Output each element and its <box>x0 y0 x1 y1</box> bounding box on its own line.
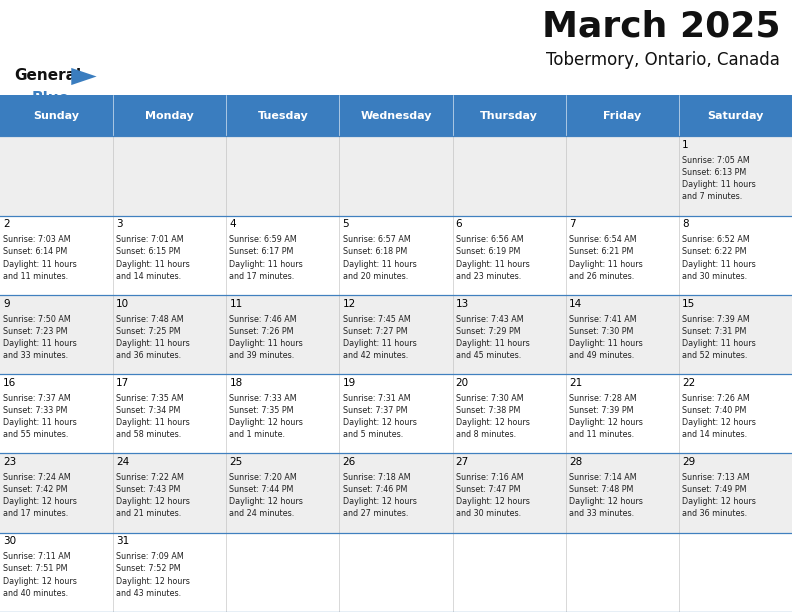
Text: Sunrise: 7:16 AM
Sunset: 7:47 PM
Daylight: 12 hours
and 30 minutes.: Sunrise: 7:16 AM Sunset: 7:47 PM Dayligh… <box>455 473 530 518</box>
Text: Sunrise: 6:54 AM
Sunset: 6:21 PM
Daylight: 11 hours
and 26 minutes.: Sunrise: 6:54 AM Sunset: 6:21 PM Dayligh… <box>569 235 642 281</box>
Text: Sunrise: 7:33 AM
Sunset: 7:35 PM
Daylight: 12 hours
and 1 minute.: Sunrise: 7:33 AM Sunset: 7:35 PM Dayligh… <box>230 394 303 439</box>
Text: Sunrise: 6:59 AM
Sunset: 6:17 PM
Daylight: 11 hours
and 17 minutes.: Sunrise: 6:59 AM Sunset: 6:17 PM Dayligh… <box>230 235 303 281</box>
Text: 23: 23 <box>3 457 17 467</box>
Text: Sunrise: 7:39 AM
Sunset: 7:31 PM
Daylight: 11 hours
and 52 minutes.: Sunrise: 7:39 AM Sunset: 7:31 PM Dayligh… <box>682 315 756 360</box>
Text: 17: 17 <box>116 378 130 388</box>
Text: Sunday: Sunday <box>33 111 79 121</box>
Text: Sunrise: 7:03 AM
Sunset: 6:14 PM
Daylight: 11 hours
and 11 minutes.: Sunrise: 7:03 AM Sunset: 6:14 PM Dayligh… <box>3 235 77 281</box>
Text: Sunrise: 7:45 AM
Sunset: 7:27 PM
Daylight: 11 hours
and 42 minutes.: Sunrise: 7:45 AM Sunset: 7:27 PM Dayligh… <box>343 315 417 360</box>
Bar <box>0 532 792 612</box>
Text: Sunrise: 6:56 AM
Sunset: 6:19 PM
Daylight: 11 hours
and 23 minutes.: Sunrise: 6:56 AM Sunset: 6:19 PM Dayligh… <box>455 235 530 281</box>
Text: General: General <box>14 67 82 83</box>
Text: Sunrise: 7:31 AM
Sunset: 7:37 PM
Daylight: 12 hours
and 5 minutes.: Sunrise: 7:31 AM Sunset: 7:37 PM Dayligh… <box>343 394 417 439</box>
Text: Sunrise: 7:41 AM
Sunset: 7:30 PM
Daylight: 11 hours
and 49 minutes.: Sunrise: 7:41 AM Sunset: 7:30 PM Dayligh… <box>569 315 642 360</box>
Text: 25: 25 <box>230 457 242 467</box>
Bar <box>0 453 792 532</box>
Text: 16: 16 <box>3 378 17 388</box>
Text: Sunrise: 7:30 AM
Sunset: 7:38 PM
Daylight: 12 hours
and 8 minutes.: Sunrise: 7:30 AM Sunset: 7:38 PM Dayligh… <box>455 394 530 439</box>
Text: 1: 1 <box>682 140 689 150</box>
Bar <box>679 95 792 136</box>
Text: Sunrise: 7:09 AM
Sunset: 7:52 PM
Daylight: 12 hours
and 43 minutes.: Sunrise: 7:09 AM Sunset: 7:52 PM Dayligh… <box>116 552 190 598</box>
Text: Sunrise: 7:18 AM
Sunset: 7:46 PM
Daylight: 12 hours
and 27 minutes.: Sunrise: 7:18 AM Sunset: 7:46 PM Dayligh… <box>343 473 417 518</box>
Text: 21: 21 <box>569 378 582 388</box>
Text: 19: 19 <box>343 378 356 388</box>
Text: 22: 22 <box>682 378 695 388</box>
Text: Thursday: Thursday <box>480 111 538 121</box>
Text: 11: 11 <box>230 299 242 308</box>
Text: 6: 6 <box>455 220 463 230</box>
Bar <box>0 216 792 295</box>
Bar <box>227 95 340 136</box>
Text: Wednesday: Wednesday <box>360 111 432 121</box>
Text: 13: 13 <box>455 299 469 308</box>
Text: Sunrise: 7:20 AM
Sunset: 7:44 PM
Daylight: 12 hours
and 24 minutes.: Sunrise: 7:20 AM Sunset: 7:44 PM Dayligh… <box>230 473 303 518</box>
Text: Sunrise: 7:24 AM
Sunset: 7:42 PM
Daylight: 12 hours
and 17 minutes.: Sunrise: 7:24 AM Sunset: 7:42 PM Dayligh… <box>3 473 77 518</box>
Text: 20: 20 <box>455 378 469 388</box>
Text: March 2025: March 2025 <box>542 9 780 43</box>
Text: Sunrise: 7:22 AM
Sunset: 7:43 PM
Daylight: 12 hours
and 21 minutes.: Sunrise: 7:22 AM Sunset: 7:43 PM Dayligh… <box>116 473 190 518</box>
Text: Monday: Monday <box>146 111 194 121</box>
Text: Sunrise: 7:05 AM
Sunset: 6:13 PM
Daylight: 11 hours
and 7 minutes.: Sunrise: 7:05 AM Sunset: 6:13 PM Dayligh… <box>682 156 756 201</box>
Text: Tobermory, Ontario, Canada: Tobermory, Ontario, Canada <box>546 51 780 69</box>
Text: 12: 12 <box>343 299 356 308</box>
Text: Sunrise: 7:14 AM
Sunset: 7:48 PM
Daylight: 12 hours
and 33 minutes.: Sunrise: 7:14 AM Sunset: 7:48 PM Dayligh… <box>569 473 643 518</box>
Text: Sunrise: 7:26 AM
Sunset: 7:40 PM
Daylight: 12 hours
and 14 minutes.: Sunrise: 7:26 AM Sunset: 7:40 PM Dayligh… <box>682 394 756 439</box>
Bar <box>0 95 113 136</box>
Text: Sunrise: 7:28 AM
Sunset: 7:39 PM
Daylight: 12 hours
and 11 minutes.: Sunrise: 7:28 AM Sunset: 7:39 PM Dayligh… <box>569 394 643 439</box>
Text: 24: 24 <box>116 457 130 467</box>
Bar <box>452 95 565 136</box>
Bar <box>340 95 452 136</box>
Text: Sunrise: 7:11 AM
Sunset: 7:51 PM
Daylight: 12 hours
and 40 minutes.: Sunrise: 7:11 AM Sunset: 7:51 PM Dayligh… <box>3 552 77 598</box>
Bar <box>0 375 792 453</box>
Text: Tuesday: Tuesday <box>257 111 308 121</box>
Text: 26: 26 <box>343 457 356 467</box>
Text: 10: 10 <box>116 299 129 308</box>
Text: Sunrise: 7:35 AM
Sunset: 7:34 PM
Daylight: 11 hours
and 58 minutes.: Sunrise: 7:35 AM Sunset: 7:34 PM Dayligh… <box>116 394 190 439</box>
Text: Sunrise: 6:52 AM
Sunset: 6:22 PM
Daylight: 11 hours
and 30 minutes.: Sunrise: 6:52 AM Sunset: 6:22 PM Dayligh… <box>682 235 756 281</box>
Text: 9: 9 <box>3 299 10 308</box>
Text: 29: 29 <box>682 457 695 467</box>
Text: Sunrise: 7:48 AM
Sunset: 7:25 PM
Daylight: 11 hours
and 36 minutes.: Sunrise: 7:48 AM Sunset: 7:25 PM Dayligh… <box>116 315 190 360</box>
Text: Saturday: Saturday <box>707 111 763 121</box>
Text: 14: 14 <box>569 299 582 308</box>
Text: Sunrise: 7:01 AM
Sunset: 6:15 PM
Daylight: 11 hours
and 14 minutes.: Sunrise: 7:01 AM Sunset: 6:15 PM Dayligh… <box>116 235 190 281</box>
Text: 30: 30 <box>3 536 17 547</box>
Text: 2: 2 <box>3 220 10 230</box>
Text: Sunrise: 7:37 AM
Sunset: 7:33 PM
Daylight: 11 hours
and 55 minutes.: Sunrise: 7:37 AM Sunset: 7:33 PM Dayligh… <box>3 394 77 439</box>
Text: 3: 3 <box>116 220 123 230</box>
Text: Sunrise: 7:13 AM
Sunset: 7:49 PM
Daylight: 12 hours
and 36 minutes.: Sunrise: 7:13 AM Sunset: 7:49 PM Dayligh… <box>682 473 756 518</box>
Text: Sunrise: 7:50 AM
Sunset: 7:23 PM
Daylight: 11 hours
and 33 minutes.: Sunrise: 7:50 AM Sunset: 7:23 PM Dayligh… <box>3 315 77 360</box>
Polygon shape <box>71 68 97 85</box>
Text: 18: 18 <box>230 378 242 388</box>
Bar <box>0 136 792 216</box>
Text: 4: 4 <box>230 220 236 230</box>
Bar <box>565 95 679 136</box>
Text: Sunrise: 7:43 AM
Sunset: 7:29 PM
Daylight: 11 hours
and 45 minutes.: Sunrise: 7:43 AM Sunset: 7:29 PM Dayligh… <box>455 315 530 360</box>
Text: 5: 5 <box>343 220 349 230</box>
Text: Friday: Friday <box>604 111 642 121</box>
Text: Sunrise: 7:46 AM
Sunset: 7:26 PM
Daylight: 11 hours
and 39 minutes.: Sunrise: 7:46 AM Sunset: 7:26 PM Dayligh… <box>230 315 303 360</box>
Text: Blue: Blue <box>32 91 70 106</box>
Bar <box>0 295 792 374</box>
Text: 27: 27 <box>455 457 469 467</box>
Text: 15: 15 <box>682 299 695 308</box>
Bar <box>113 95 227 136</box>
Text: 31: 31 <box>116 536 130 547</box>
Text: 28: 28 <box>569 457 582 467</box>
Text: 8: 8 <box>682 220 689 230</box>
Text: 7: 7 <box>569 220 576 230</box>
Text: Sunrise: 6:57 AM
Sunset: 6:18 PM
Daylight: 11 hours
and 20 minutes.: Sunrise: 6:57 AM Sunset: 6:18 PM Dayligh… <box>343 235 417 281</box>
